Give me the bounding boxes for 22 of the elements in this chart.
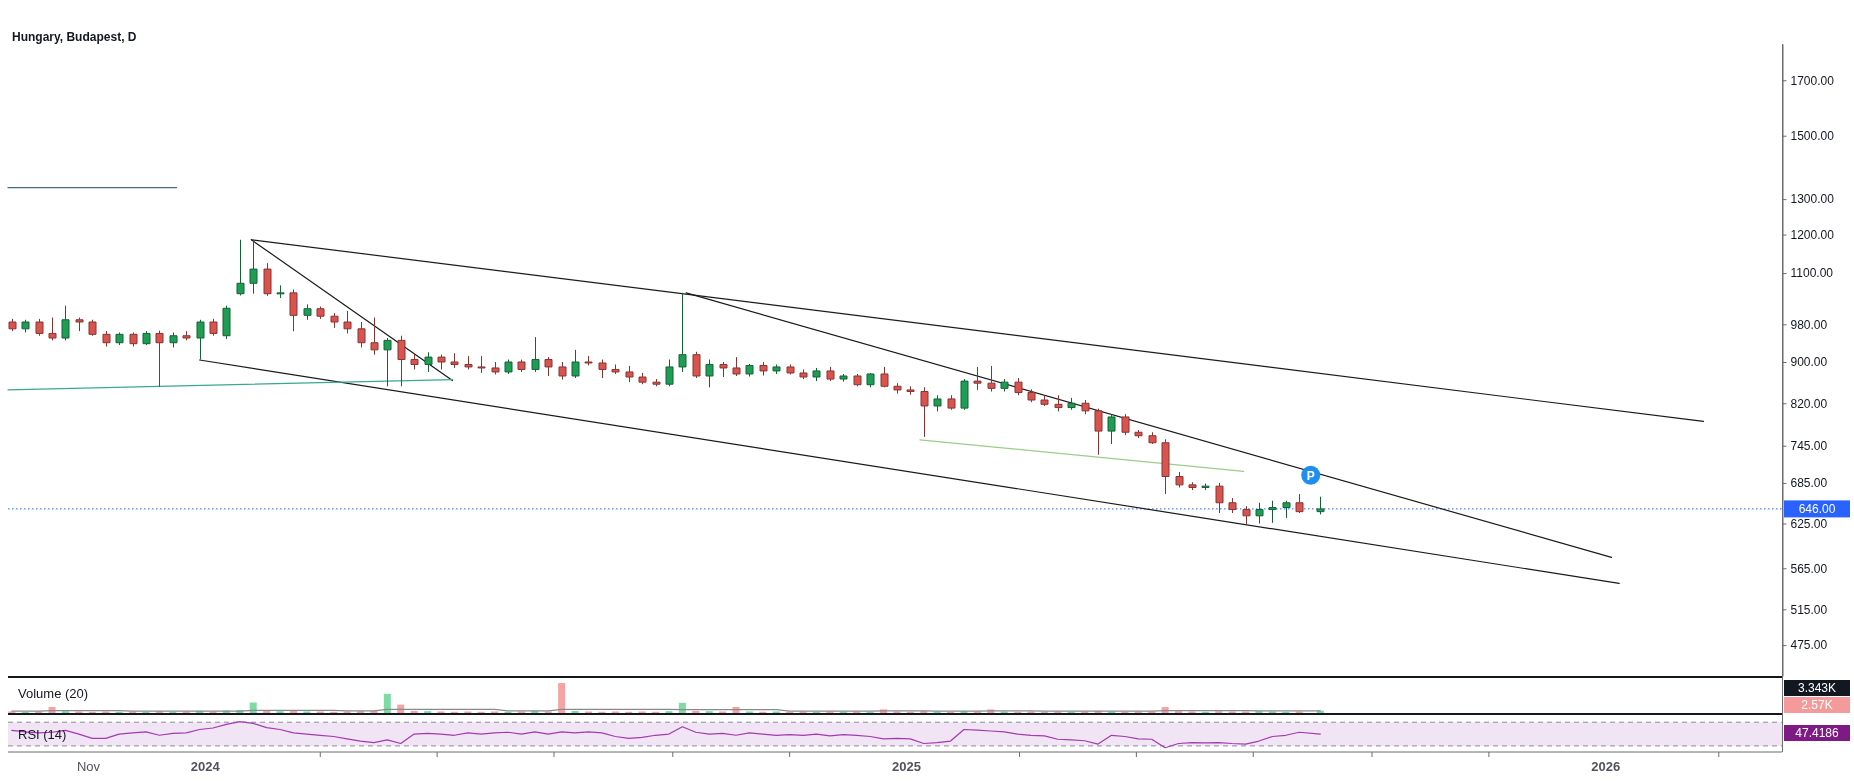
annotation: P [1306,468,1315,483]
y-tick-label: 820.00 [1790,396,1828,411]
x-tick-label: 2026 [1591,758,1621,774]
y-tick-label: 1500.00 [1790,129,1835,144]
y-tick-label: 1700.00 [1790,73,1835,88]
x-tick-label: 2024 [190,758,221,774]
chart-title: Hungary, Budapest, D [12,30,137,44]
y-tick-label: 475.00 [1790,638,1828,653]
y-tick-label: 625.00 [1790,516,1828,531]
y-tick-label: 980.00 [1790,317,1828,332]
y-tick-label: 900.00 [1790,355,1828,370]
text: 47.4186 [1795,726,1840,740]
ref-line-label: 646.00 [1798,501,1836,516]
y-tick-label: 685.00 [1790,476,1828,491]
y-tick-label: 1200.00 [1790,227,1835,242]
y-tick-label: 1100.00 [1790,266,1834,281]
y-tick-label: 1300.00 [1790,192,1835,207]
x-tick-label: Nov [76,758,101,774]
x-tick-label: 2025 [892,758,921,774]
y-tick-label: 515.00 [1790,602,1828,617]
y-tick-label: 565.00 [1790,561,1828,576]
y-tick-label: 745.00 [1790,439,1828,454]
